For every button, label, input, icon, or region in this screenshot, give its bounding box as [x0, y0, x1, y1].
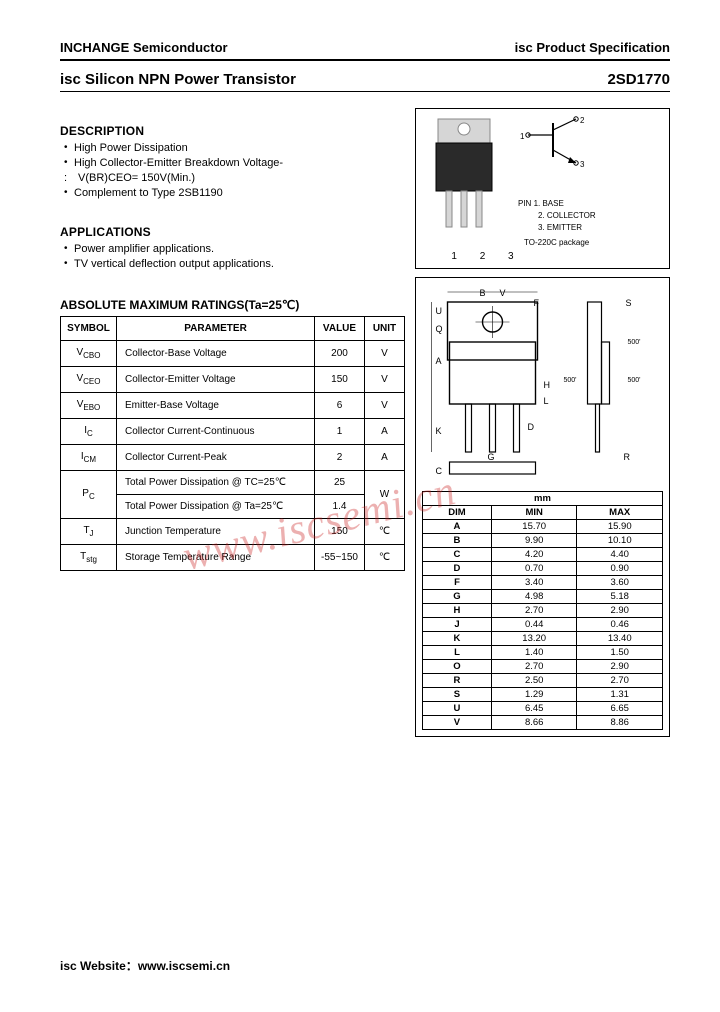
package-name: TO-220C package	[518, 237, 608, 249]
table-row: C4.204.40	[423, 548, 663, 562]
svg-text:3: 3	[580, 160, 585, 169]
table-row: S1.291.31	[423, 688, 663, 702]
col-unit: UNIT	[365, 317, 405, 341]
svg-text:S: S	[626, 298, 632, 308]
table-row: D0.700.90	[423, 562, 663, 576]
table-row: L1.401.50	[423, 646, 663, 660]
col-min: MIN	[491, 506, 577, 520]
table-row: ICMCollector Current-Peak2A	[61, 445, 405, 471]
pin-labels: PIN 1. BASE 2. COLLECTOR 3. EMITTER TO-2…	[518, 198, 608, 249]
table-row: TstgStorage Temperature Range-55~150℃	[61, 545, 405, 571]
package-image	[422, 115, 510, 235]
app-item: TV vertical deflection output applicatio…	[64, 258, 405, 270]
table-row: B9.9010.10	[423, 534, 663, 548]
pin-1: 1. BASE	[534, 199, 564, 208]
table-row: H2.702.90	[423, 604, 663, 618]
pin-2: 2. COLLECTOR	[518, 210, 608, 222]
table-row: R2.502.70	[423, 674, 663, 688]
col-max: MAX	[577, 506, 663, 520]
table-row: K13.2013.40	[423, 632, 663, 646]
table-row: VCBOCollector-Base Voltage200V	[61, 341, 405, 367]
svg-text:R: R	[624, 452, 631, 462]
table-row: TJJunction Temperature150℃	[61, 519, 405, 545]
dimension-box: B V F S U Q A H L K D G R C 500' 500' 50…	[415, 277, 670, 737]
svg-text:G: G	[488, 452, 495, 462]
spec-label: isc Product Specification	[515, 40, 670, 55]
footer-url: www.iscsemi.cn	[138, 959, 230, 973]
svg-text:V: V	[500, 288, 506, 298]
description-heading: DESCRIPTION	[60, 124, 405, 138]
table-row: G4.985.18	[423, 590, 663, 604]
desc-item: High Power Dissipation	[64, 142, 405, 154]
dimension-drawing: B V F S U Q A H L K D G R C 500' 500' 50…	[422, 284, 663, 484]
footer-label: isc Website：	[60, 959, 138, 973]
table-row: F3.403.60	[423, 576, 663, 590]
divider	[60, 91, 670, 92]
svg-text:B: B	[480, 288, 486, 298]
part-number: 2SD1770	[607, 71, 670, 88]
table-row: A15.7015.90	[423, 520, 663, 534]
svg-text:500': 500'	[628, 339, 641, 346]
company-name: INCHANGE Semiconductor	[60, 40, 228, 55]
table-row: V8.668.86	[423, 716, 663, 730]
dimensions-table: mm DIM MIN MAX A15.7015.90B9.9010.10C4.2…	[422, 491, 663, 730]
desc-sub-item: V(BR)CEO= 150V(Min.)	[64, 172, 405, 184]
npn-symbol: 1 2 3 PIN 1. BASE 2. COLLECTOR 3. EMITTE…	[518, 115, 608, 249]
applications-heading: APPLICATIONS	[60, 225, 405, 239]
table-row: U6.456.65	[423, 702, 663, 716]
footer: isc Website：www.iscsemi.cn	[60, 957, 230, 974]
ratings-heading: ABSOLUTE MAXIMUM RATINGS(Ta=25℃)	[60, 298, 405, 312]
app-item: Power amplifier applications.	[64, 243, 405, 255]
svg-text:C: C	[436, 466, 443, 476]
table-row: VCEOCollector-Emitter Voltage150V	[61, 367, 405, 393]
svg-text:500': 500'	[564, 377, 577, 384]
table-row: ICCollector Current-Continuous1A	[61, 419, 405, 445]
pin-head: PIN	[518, 199, 531, 208]
divider	[60, 59, 670, 61]
package-box: 1 2 3 PIN 1. BASE 2. COLLECTOR 3. EMITTE…	[415, 108, 670, 269]
title-row: isc Silicon NPN Power Transistor 2SD1770	[60, 71, 670, 88]
col-dim: DIM	[423, 506, 492, 520]
ratings-table: SYMBOL PARAMETER VALUE UNIT VCBOCollecto…	[60, 316, 405, 571]
col-parameter: PARAMETER	[117, 317, 315, 341]
description-list: High Power Dissipation High Collector-Em…	[60, 142, 405, 199]
svg-text:1: 1	[520, 132, 525, 141]
svg-text:500': 500'	[628, 377, 641, 384]
svg-text:F: F	[534, 298, 540, 308]
svg-text:K: K	[436, 426, 442, 436]
table-row: J0.440.46	[423, 618, 663, 632]
svg-text:U: U	[436, 306, 443, 316]
svg-text:H: H	[544, 380, 551, 390]
svg-text:D: D	[528, 422, 535, 432]
sub-text: V(BR)CEO= 150V(Min.)	[78, 172, 195, 184]
col-symbol: SYMBOL	[61, 317, 117, 341]
product-title: isc Silicon NPN Power Transistor	[60, 71, 296, 88]
col-value: VALUE	[315, 317, 365, 341]
table-row: O2.702.90	[423, 660, 663, 674]
desc-item: High Collector-Emitter Breakdown Voltage…	[64, 157, 405, 169]
svg-text:Q: Q	[436, 324, 443, 334]
page-header: INCHANGE Semiconductor isc Product Speci…	[60, 40, 670, 55]
svg-text:L: L	[544, 396, 549, 406]
desc-item: Complement to Type 2SB1190	[64, 187, 405, 199]
svg-text:2: 2	[580, 116, 585, 125]
svg-text:A: A	[436, 356, 442, 366]
pin-3: 3. EMITTER	[518, 222, 608, 234]
mm-label: mm	[423, 492, 663, 506]
table-row: VEBOEmitter-Base Voltage6V	[61, 393, 405, 419]
table-row: PCTotal Power Dissipation @ TC=25℃25W	[61, 471, 405, 495]
